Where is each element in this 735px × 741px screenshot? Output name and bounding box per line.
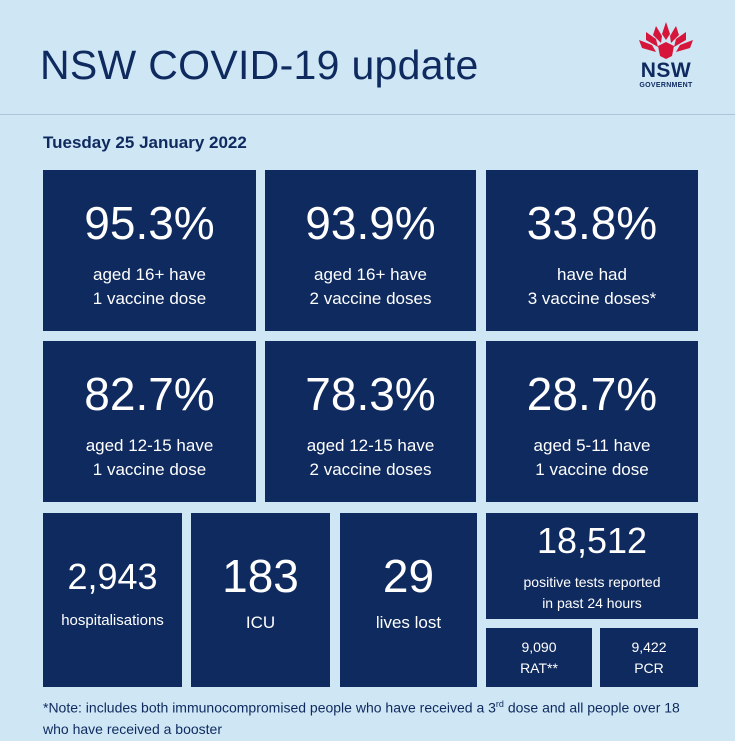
stat-value: 28.7%: [526, 368, 658, 420]
stat-label: have had: [557, 265, 627, 284]
page-title: NSW COVID-19 update: [40, 42, 479, 88]
lives-lost-tile: 29 lives lost: [340, 513, 477, 687]
stat-value: 78.3%: [305, 368, 436, 420]
stat-tile: 82.7% aged 12-15 have 1 vaccine dose: [43, 341, 256, 502]
stat-value: 33.8%: [526, 197, 658, 249]
stat-value: 18,512: [536, 520, 648, 561]
stat-label: 3 vaccine doses*: [527, 289, 657, 308]
stat-label: aged 5-11 have: [533, 436, 651, 455]
stat-label: RAT**: [520, 660, 558, 676]
pcr-tile: 9,422 PCR: [600, 628, 698, 687]
stat-label: 2 vaccine doses: [309, 289, 432, 308]
stat-label: ICU: [245, 613, 276, 632]
stat-tile: 33.8% have had 3 vaccine doses*: [486, 170, 698, 331]
waratah-icon: [639, 22, 693, 59]
stat-tile: 95.3% aged 16+ have 1 vaccine dose: [43, 170, 256, 331]
stat-value: 183: [222, 550, 299, 602]
stat-tile: 93.9% aged 16+ have 2 vaccine doses: [265, 170, 476, 331]
stat-label: 1 vaccine dose: [535, 460, 649, 479]
stat-label: aged 12-15 have: [85, 436, 214, 455]
stat-label: PCR: [634, 660, 664, 676]
icu-tile: 183 ICU: [191, 513, 330, 687]
stat-tile: 78.3% aged 12-15 have 2 vaccine doses: [265, 341, 476, 502]
stat-value: 9,422: [631, 639, 667, 655]
stat-value: 2,943: [67, 556, 158, 597]
stat-value: 29: [382, 550, 435, 602]
stat-label: in past 24 hours: [542, 595, 642, 611]
report-date: Tuesday 25 January 2022: [43, 133, 247, 152]
stat-label: hospitalisations: [61, 612, 164, 629]
rat-tile: 9,090 RAT**: [486, 628, 592, 687]
positive-tests-tile: 18,512 positive tests reported in past 2…: [486, 513, 698, 619]
stat-label: aged 16+ have: [314, 265, 427, 284]
stat-label: 2 vaccine doses: [309, 460, 432, 479]
stat-tile: 28.7% aged 5-11 have 1 vaccine dose: [486, 341, 698, 502]
stat-label: 1 vaccine dose: [92, 289, 207, 308]
stat-value: 93.9%: [305, 197, 436, 249]
footnote: *Note: includes both immunocompromised p…: [43, 699, 680, 737]
stat-label: aged 12-15 have: [306, 436, 435, 455]
stat-label: 1 vaccine dose: [92, 460, 207, 479]
hospitalisations-tile: 2,943 hospitalisations: [43, 513, 182, 687]
stat-label: aged 16+ have: [93, 265, 206, 284]
nsw-government-logo: NSW GOVERNMENT: [628, 20, 704, 98]
header: NSW COVID-19 update NSW GOVERNMENT: [0, 0, 735, 115]
stat-value: 95.3%: [84, 197, 215, 249]
stat-value: 9,090: [521, 639, 557, 655]
stat-label: lives lost: [375, 613, 442, 632]
stat-value: 82.7%: [84, 368, 215, 420]
stat-label: positive tests reported: [523, 574, 661, 590]
